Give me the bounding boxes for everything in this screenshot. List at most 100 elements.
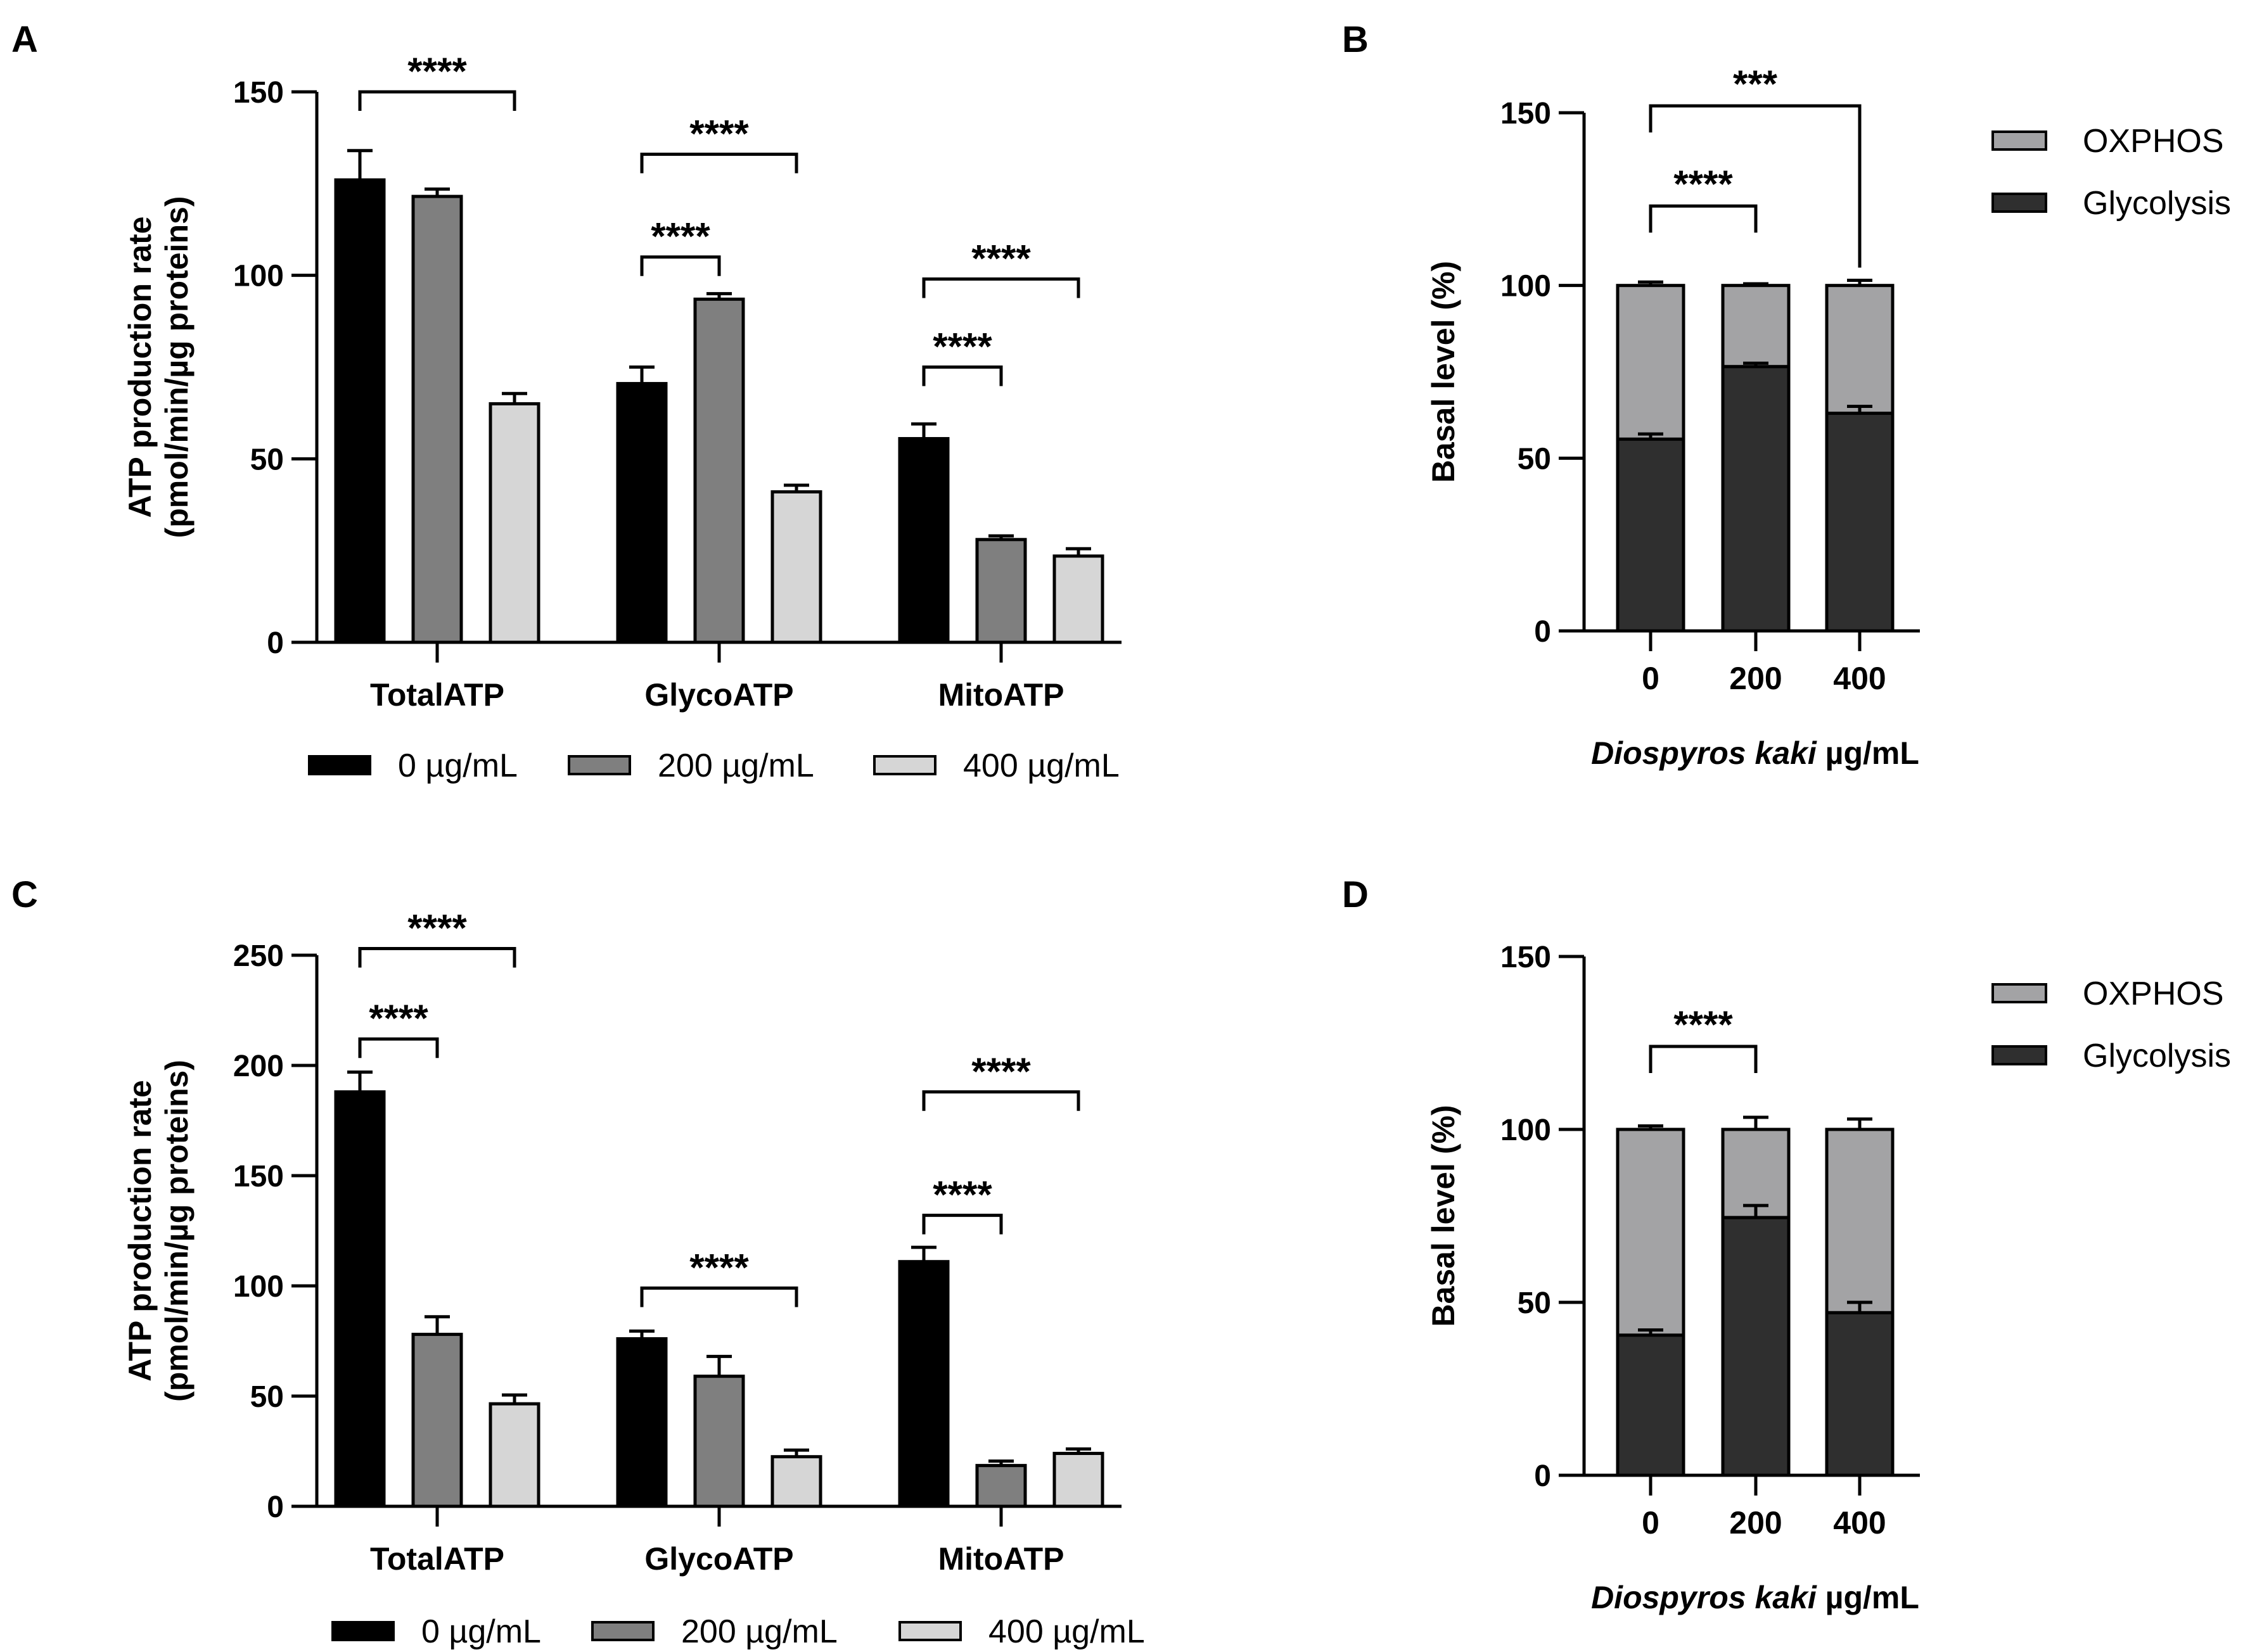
panel-c-significance-bracket [922,1214,1003,1235]
panel-c-y-tick-label: 150 [233,1160,284,1193]
panel-c-significance-label: **** [407,907,467,950]
panel-a-legend-swatch [308,755,371,775]
panel-b-y-axis-label: Basal level (%) [1426,261,1461,483]
panel-d-bar-oxphos [1825,1128,1895,1314]
panel-a-legend-label: 200 µg/mL [658,747,814,784]
panel-b-x-axis-title-unit: µg/mL [1817,735,1919,771]
panel-b-significance-label: *** [1733,63,1778,105]
panel-a-bar [693,297,745,644]
panel-d-significance-bracket [1649,1045,1758,1073]
panel-a-category-label: TotalATP [370,677,504,713]
panel-a-significance-label: **** [407,50,467,92]
panel-letter-c: C [11,874,38,915]
panel-a-bar [411,194,463,644]
panel-d-y-axis-label: Basal level (%) [1426,1105,1461,1326]
panel-a-significance-bracket [640,152,798,174]
panel-d-bar-glycolysis [1721,1216,1791,1477]
panel-b-bar-oxphos [1616,284,1685,441]
panel-a-y-tick-label: 50 [250,443,284,476]
panel-a-y-tick-label: 150 [233,76,284,110]
panel-a-significance-bracket [640,255,721,276]
panel-a-bar [898,436,950,644]
panel-a-bar [770,490,822,644]
panel-letter-d: D [1342,874,1369,915]
panel-b-bar-glycolysis [1721,365,1791,633]
panel-d-legend-swatch [1991,1045,2047,1065]
panel-b-y-tick-label: 150 [1500,97,1551,130]
panel-c-y-axis-label-line2: (pmol/min/µg proteins) [159,1060,195,1402]
panel-c-significance-bracket [358,947,516,968]
panel-d-x-tick-label: 0 [1642,1505,1659,1541]
panel-c-bar [898,1260,950,1508]
panel-c-legend-label: 400 µg/mL [988,1613,1145,1650]
panel-c-significance-label: **** [689,1246,749,1288]
panel-b-bar-glycolysis [1825,411,1895,633]
panel-a-bar [489,402,540,644]
panel-c-legend-label: 200 µg/mL [681,1613,838,1650]
panel-d-y-tick-label: 150 [1500,941,1551,974]
panel-d-bar-oxphos [1721,1128,1791,1219]
panel-b-x-tick-label: 400 [1833,661,1886,696]
panel-b-significance-label: **** [1673,163,1733,205]
panel-d-bar-oxphos [1616,1128,1685,1337]
panel-c-bar [334,1090,386,1508]
panel-b-y-tick-label: 50 [1518,442,1551,476]
panel-a-y-tick-label: 0 [267,626,284,660]
panel-d-x-axis-title-species: Diospyros kaki [1591,1580,1817,1615]
panel-a-significance-bracket [922,365,1003,386]
panel-c-significance-bracket [922,1090,1080,1111]
panel-d-x-tick-label: 200 [1729,1505,1782,1541]
panel-a-significance-bracket [358,90,516,111]
panel-c-legend-swatch [591,1621,655,1641]
panel-a-significance-label: **** [689,112,749,155]
panel-c-significance-bracket [358,1037,439,1058]
panel-d-chart: 0 50 100 150 Basal level (%) 0 200 400 **** Diosp… [1426,941,2231,1615]
panel-d-bar-glycolysis [1825,1311,1895,1477]
panel-d-y-tick-label: 0 [1534,1459,1551,1493]
panel-c-significance-label: **** [933,1174,992,1216]
panel-a-significance-bracket [922,277,1080,298]
panel-a-significance-label: **** [933,326,992,368]
panel-c-category-label: TotalATP [370,1541,504,1577]
panel-b-bar-glycolysis [1616,437,1685,633]
panel-b-x-tick-label: 200 [1729,661,1782,696]
panel-a-bar [975,538,1027,644]
panel-b-bar-oxphos [1721,284,1791,369]
panel-d-x-axis-title: Diospyros kaki µg/mL [1591,1580,1919,1615]
panel-a-chart: 0 50 100 150 ATP production rate (pmol/min/µg… [122,50,1122,784]
panel-c-legend-swatch [898,1621,962,1641]
panel-d-bar-glycolysis [1616,1333,1685,1477]
panel-a-y-tick-label: 100 [233,260,284,293]
panel-c-y-tick-label: 0 [267,1490,284,1524]
panel-a-bar [1052,554,1104,644]
panel-c-legend-swatch [331,1621,395,1641]
panel-b-y-tick-label: 100 [1500,270,1551,303]
panel-a-legend-label: 400 µg/mL [963,747,1120,784]
panel-a-category-label: GlycoATP [644,677,793,713]
panel-a-y-axis-label-line2: (pmol/min/µg proteins) [159,196,195,538]
panel-d-x-axis-title-unit: µg/mL [1817,1580,1919,1615]
panel-a-legend-swatch [873,755,936,775]
panel-letter-a: A [11,19,38,60]
panel-c-bar [616,1337,668,1508]
panel-b-significance-bracket [1649,104,1862,268]
panel-d-legend-swatch [1991,983,2047,1003]
panel-b-x-tick-label: 0 [1642,661,1659,696]
panel-c-bar [411,1333,463,1508]
panel-letter-b: B [1342,19,1369,60]
panel-c-significance-label: **** [369,997,428,1039]
panel-b-significance-bracket [1649,204,1758,233]
panel-c-y-tick-label: 250 [233,939,284,973]
panel-c-bar [1052,1451,1104,1508]
panel-c-bar [693,1375,745,1508]
panel-c-y-tick-label: 200 [233,1050,284,1083]
panel-d-legend-label: Glycolysis [2083,1038,2231,1074]
panel-b-legend-swatch [1991,130,2047,151]
panel-c-bar [489,1402,540,1508]
panel-d-significance-label: **** [1673,1003,1733,1046]
panel-b-legend-label: Glycolysis [2083,185,2231,222]
panel-b-legend-label: OXPHOS [2083,123,2224,160]
panel-c-bar [975,1464,1027,1508]
